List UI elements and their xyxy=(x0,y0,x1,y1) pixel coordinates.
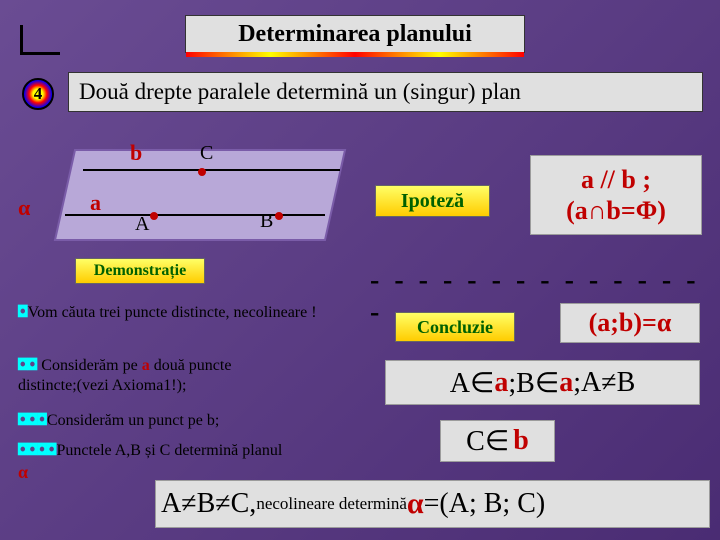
formula-hypothesis: a // b ; (a∩b=Φ) xyxy=(530,155,702,235)
f5-mid: necolineare determină xyxy=(256,494,407,514)
f5-right: =(A; B; C) xyxy=(424,488,546,520)
bullet-icon: ◘◘◘ xyxy=(18,410,47,429)
dot-B xyxy=(275,212,283,220)
title-box: Determinarea planului xyxy=(185,15,525,53)
f3-end: ;A≠B xyxy=(573,367,635,399)
f3-a: a xyxy=(494,367,508,399)
s4a: Punctele A,B și C determină planul xyxy=(57,442,283,459)
f5-left: A≠B≠C, xyxy=(161,488,256,520)
badge-number: 4 xyxy=(22,78,54,110)
subtitle-box: Două drepte paralele determină un (singu… xyxy=(68,72,703,112)
demonstratie-label: Demonstrație xyxy=(75,258,205,284)
dot-C xyxy=(198,168,206,176)
bullet-icon: ◘◘ xyxy=(18,355,37,374)
s2a: Considerăm pe xyxy=(37,357,141,374)
bullet-icon: ◘◘◘◘ xyxy=(18,440,57,459)
title-text: Determinarea planului xyxy=(238,21,472,48)
bullet-icon: ◘ xyxy=(18,302,28,321)
s2b: a xyxy=(142,357,150,374)
subtitle-text: Două drepte paralele determină un (singu… xyxy=(79,79,521,105)
f3-a2: a xyxy=(559,367,573,399)
step-1: ◘Vom căuta trei puncte distincte, necoli… xyxy=(18,302,348,323)
line-b-label: b xyxy=(130,140,142,166)
s2c: două puncte xyxy=(150,357,232,374)
point-C: C xyxy=(200,142,213,165)
f4-pre: C∈ xyxy=(466,424,509,458)
corner-marker xyxy=(20,25,60,55)
formula-1b: (a∩b=Φ) xyxy=(566,195,666,226)
point-B: B xyxy=(260,210,273,233)
f3-mid: ;B∈ xyxy=(508,366,559,400)
line-a-label: a xyxy=(90,190,101,216)
dash-separator: - - - - - - - - - - - - - - - - xyxy=(370,265,710,271)
step-3: ◘◘◘Considerăm un punct pe b; xyxy=(18,410,358,431)
step1-text: Vom căuta trei puncte distincte, necolin… xyxy=(28,304,317,321)
step3-text: Considerăm un punct pe b; xyxy=(47,412,219,429)
plane-diagram xyxy=(15,135,365,255)
formula-conclusion: (a;b)=α xyxy=(560,303,700,343)
f5-alpha: α xyxy=(407,487,424,521)
formula-final: A≠B≠C, necolineare determină α =(A; B; C… xyxy=(155,480,710,528)
formula-point-on-b: C∈b xyxy=(440,420,555,462)
point-A: A xyxy=(135,213,149,236)
f3-pre: A∈ xyxy=(450,366,495,400)
s2d: distincte;(vezi Axioma1!); xyxy=(18,377,186,394)
concluzie-label: Concluzie xyxy=(395,312,515,342)
formula-points-on-a: A∈a;B∈a;A≠B xyxy=(385,360,700,405)
step-4: ◘◘◘◘Punctele A,B și C determină planul α xyxy=(18,440,348,484)
step-2: ◘◘ Considerăm pe a două puncte distincte… xyxy=(18,355,348,396)
dot-A xyxy=(150,212,158,220)
s4b: α xyxy=(18,462,28,482)
ipoteza-label: Ipoteză xyxy=(375,185,490,217)
formula-1a: a // b ; xyxy=(581,164,651,195)
f4-b: b xyxy=(513,425,529,457)
alpha-label: α xyxy=(18,195,30,221)
